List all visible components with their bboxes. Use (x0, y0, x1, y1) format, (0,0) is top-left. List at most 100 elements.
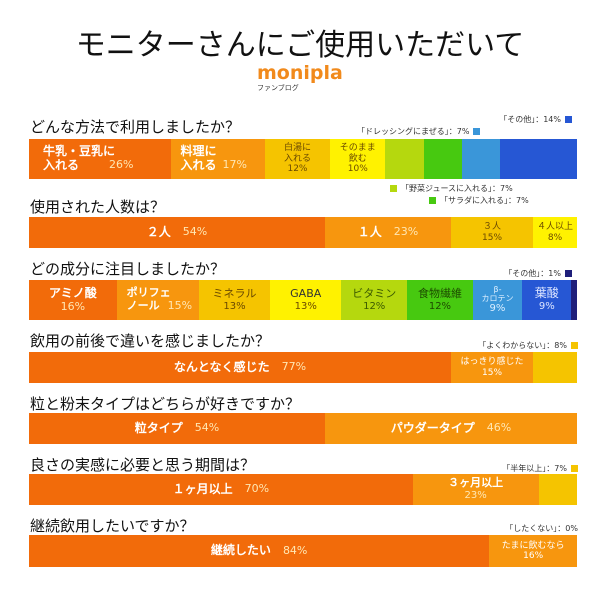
segment-pct: 13% (294, 300, 317, 312)
segment-label: そのまま (339, 143, 376, 154)
segment: ポリフェ ノール 15% (116, 280, 199, 320)
note-text: 「野菜ジュースに入れる」：7% (401, 184, 513, 193)
monipla-logo: monipla (257, 62, 343, 84)
question-title: 使用された人数は？ (30, 198, 166, 216)
swatch-icon (429, 197, 436, 204)
stacked-bar-method: 牛乳・豆乳に 入れる 26% 料理に 入れる 17% 白湯に 入れる 12% そのま… (29, 139, 577, 179)
swatch-icon (565, 116, 572, 123)
legend-note-vegjuice: 「野菜ジュースに入れる」：7% (390, 183, 513, 194)
swatch-icon (571, 465, 578, 472)
segment-pct: 16% (60, 299, 86, 313)
segment: 白湯に 入れる 12% (264, 139, 331, 179)
segment: 葉酸 9% (522, 280, 572, 320)
segment-label: ２人 (146, 224, 171, 239)
stacked-bar-continue: 継続したい 84% たまに飲むなら 16% (29, 535, 577, 567)
stacked-bar-period: １ヶ月以上 70% ３ヶ月以上 23% (29, 474, 577, 505)
segment-pct: 9% (489, 303, 506, 315)
legend-note-salad: 「サラダに入れる」：7% (429, 195, 529, 206)
question-title: どんな方法で利用しましたか？ (30, 118, 241, 136)
segment: β- カロテン 9% (472, 280, 523, 320)
segment-pct: 10% (347, 164, 368, 175)
segment-pct: 17% (222, 158, 247, 171)
swatch-icon (565, 270, 572, 277)
segment-vegjuice (385, 139, 424, 179)
segment-label: 料理に (180, 144, 217, 159)
note-text: 「その他」：14% (499, 115, 561, 124)
legend-note-other: 「その他」：14% (499, 114, 572, 125)
segment-pct: 46% (486, 421, 512, 435)
segment-label: ノール (126, 299, 160, 312)
segment-unknown (533, 352, 577, 383)
segment-label: 食物繊維 (417, 286, 462, 300)
segment-dressing (461, 139, 501, 179)
legend-note-halfyear: 「半年以上」：7% (502, 463, 578, 474)
segment: ３ヶ月以上 23% (412, 474, 539, 505)
segment-pct: 8% (547, 232, 563, 243)
swatch-icon (473, 128, 481, 135)
segment-pct: 12% (363, 300, 386, 312)
segment-label: 牛乳・豆乳に (43, 144, 116, 159)
segment: そのまま 飲む 10% (330, 139, 386, 179)
segment-pct: 9% (538, 301, 555, 313)
segment-label: はっきり感じた (460, 357, 524, 368)
note-text: 「半年以上」：7% (502, 464, 567, 473)
segment-pct: 54% (194, 421, 220, 435)
question-title: 飲用の前後で違いを感じましたか？ (30, 332, 271, 350)
question-title: 良さの実感に必要と思う期間は？ (30, 456, 256, 474)
segment: ミネラル 13% (198, 280, 271, 320)
note-text: 「よくわからない」：8% (478, 341, 567, 350)
segment-label: ３人 (483, 222, 502, 233)
segment: 牛乳・豆乳に 入れる 26% (29, 139, 172, 179)
segment-pct: 70% (244, 482, 270, 496)
segment-label: なんとなく感じた (173, 359, 270, 374)
page-title: モニターさんにご使用いただいて (75, 28, 525, 63)
segment: はっきり感じた 15% (450, 352, 534, 383)
note-text: 「ドレッシングにまぜる」：7% (357, 127, 470, 136)
segment-pct: 23% (393, 225, 419, 239)
segment-label: １人 (357, 224, 382, 239)
segment-label: アミノ酸 (48, 285, 97, 300)
segment-label: 入れる (180, 158, 217, 172)
legend-note-dressing: 「ドレッシングにまぜる」：7% (357, 126, 481, 137)
segment: なんとなく感じた 77% (29, 352, 451, 383)
segment: パウダータイプ 46% (324, 413, 577, 444)
segment-salad (423, 139, 462, 179)
note-text: 「したくない」：0% (505, 524, 578, 533)
note-text: 「サラダに入れる」：7% (440, 196, 529, 205)
segment-label: 入れる (283, 153, 311, 164)
segment: １ヶ月以上 70% (29, 474, 413, 505)
swatch-icon (571, 342, 578, 349)
segment: １人 23% (324, 217, 451, 248)
segment: ２人 54% (29, 217, 325, 248)
segment-pct: 15% (482, 367, 503, 378)
segment-label: ビタミン (352, 286, 397, 300)
segment-label: 葉酸 (534, 286, 559, 301)
segment-pct: 77% (281, 360, 307, 374)
segment-label: 飲む (348, 153, 367, 164)
segment-pct: 23% (464, 490, 487, 502)
stacked-bar-people: ２人 54% １人 23% ３人 15% ４人以上 8% (29, 217, 577, 248)
segment-other (500, 139, 577, 179)
segment-label: １ヶ月以上 (172, 481, 233, 496)
question-title: どの成分に注目しましたか？ (30, 260, 226, 278)
segment-pct: 54% (182, 225, 208, 239)
segment-label: 入れる (43, 158, 80, 172)
segment-pct: 84% (282, 543, 308, 557)
segment: 料理に 入れる 17% (171, 139, 265, 179)
segment: 粒タイプ 54% (29, 413, 325, 444)
segment: GABA 13% (270, 280, 342, 320)
segment: たまに飲むなら 16% (489, 535, 577, 567)
segment-label: β- (493, 285, 502, 295)
segment-pct: 13% (223, 300, 246, 312)
segment: 継続したい 84% (29, 535, 490, 567)
stacked-bar-ingredients: アミノ酸 16% ポリフェ ノール 15% ミネラル 13% GABA 13% ビタミン 1… (29, 280, 577, 320)
segment-label: ４人以上 (537, 222, 574, 233)
segment: ３人 15% (450, 217, 534, 248)
segment: 食物繊維 12% (407, 280, 473, 320)
segment-pct: 16% (523, 551, 544, 561)
legend-note-no: 「したくない」：0% (505, 523, 578, 534)
segment-label: 白湯に (283, 143, 311, 154)
segment-pct: 15% (167, 299, 193, 312)
legend-note-unknown: 「よくわからない」：8% (478, 340, 578, 351)
note-text: 「その他」：1% (504, 269, 561, 278)
